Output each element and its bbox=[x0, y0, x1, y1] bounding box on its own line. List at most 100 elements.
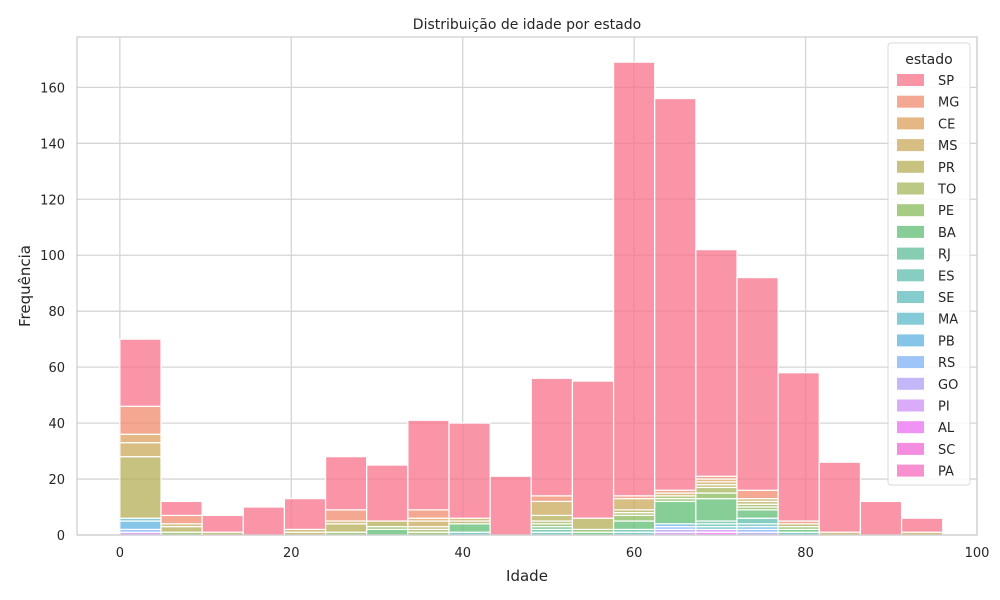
bar-segment-mg bbox=[160, 514, 203, 525]
legend-label-sc: SC bbox=[938, 443, 955, 458]
bar-segment-sp bbox=[201, 514, 244, 533]
legend-label-se: SE bbox=[938, 291, 954, 306]
y-tick-label: 120 bbox=[40, 193, 65, 208]
x-tick-label: 0 bbox=[116, 546, 124, 561]
bar-segment-ba bbox=[366, 528, 409, 536]
bar-segment-sp bbox=[366, 464, 409, 522]
bar-segment-ms bbox=[530, 500, 574, 517]
legend-swatch-pi bbox=[897, 399, 924, 412]
legend-swatch-se bbox=[897, 291, 924, 303]
bar-segment-sp bbox=[654, 97, 697, 491]
chart-title: Distribuição de idade por estado bbox=[413, 17, 641, 33]
bar-segment-sp bbox=[489, 475, 532, 536]
y-axis-label: Frequência bbox=[16, 245, 34, 327]
bar-segment-pr bbox=[119, 456, 162, 519]
bars-group bbox=[119, 61, 944, 536]
bar-segment-sp bbox=[900, 517, 944, 533]
legend-label-pe: PE bbox=[938, 204, 954, 219]
bar-segment-mg bbox=[530, 495, 574, 503]
bar-segment-es bbox=[736, 517, 779, 525]
legend-swatch-pr bbox=[897, 160, 924, 173]
y-tick-label: 140 bbox=[40, 137, 65, 152]
bar-segment-sp bbox=[818, 461, 862, 533]
legend-title: estado bbox=[905, 52, 952, 68]
legend-label-pr: PR bbox=[938, 161, 955, 176]
bar-segment-sp bbox=[695, 249, 738, 477]
bar-segment-ba bbox=[736, 509, 779, 519]
plot-background bbox=[77, 37, 977, 535]
legend-swatch-pe bbox=[897, 204, 924, 217]
legend-swatch-sc bbox=[897, 442, 924, 455]
tick-labels: 0 20 40 60 80 100 0 20 40 60 80 100 120 140 160 bbox=[40, 81, 989, 561]
x-axis-label: Idade bbox=[506, 567, 548, 585]
y-tick-label: 0 bbox=[57, 529, 65, 544]
legend-label-rs: RS bbox=[938, 356, 955, 371]
bar-segment-pe bbox=[612, 514, 656, 522]
legend-items: SP MG CE MS PR TO PE BA RJ ES SE MA PB RS GO PI AL SC PA bbox=[897, 74, 959, 480]
bar-segment-pe bbox=[695, 492, 738, 500]
grid-lines bbox=[77, 37, 978, 536]
legend-label-sp: SP bbox=[938, 74, 954, 89]
y-tick-label: 80 bbox=[48, 305, 65, 320]
legend-swatch-rs bbox=[897, 356, 924, 369]
bar-segment-ba bbox=[448, 523, 491, 533]
bar-segment-ms bbox=[407, 520, 450, 528]
bar-segment-ms bbox=[612, 498, 656, 511]
x-tick-label: 80 bbox=[797, 546, 814, 561]
legend-label-to: TO bbox=[937, 183, 956, 198]
bar-segment-ba bbox=[695, 498, 738, 522]
legend-label-pb: PB bbox=[938, 334, 955, 349]
bar-segment-sp bbox=[119, 338, 162, 407]
y-tick-label: 100 bbox=[40, 249, 65, 264]
y-tick-label: 40 bbox=[48, 417, 65, 432]
y-tick-label: 20 bbox=[48, 473, 65, 488]
legend-swatch-rj bbox=[897, 247, 924, 260]
x-tick-label: 40 bbox=[454, 546, 471, 561]
legend-label-go: GO bbox=[938, 378, 958, 393]
bar-segment-ce bbox=[119, 433, 162, 444]
bar-segment-pr bbox=[160, 526, 203, 533]
legend-label-rj: RJ bbox=[938, 248, 951, 263]
bar-segment-pr bbox=[324, 523, 368, 533]
plot-frame bbox=[76, 36, 978, 536]
bar-segment-sp bbox=[407, 419, 450, 511]
bar-segment-sp bbox=[859, 500, 903, 536]
bar-segment-sp bbox=[448, 422, 491, 519]
legend-label-es: ES bbox=[938, 269, 954, 284]
legend-label-ma: MA bbox=[938, 313, 958, 328]
bar-segment-sp bbox=[530, 377, 574, 497]
legend-label-ce: CE bbox=[938, 117, 955, 132]
legend-swatch-ba bbox=[897, 225, 924, 238]
bar-segment-mg bbox=[119, 405, 162, 435]
bar-segment-ms bbox=[119, 442, 162, 458]
bar-segment-sp bbox=[736, 277, 779, 491]
legend-swatch-es bbox=[897, 269, 924, 282]
x-tick-label: 60 bbox=[626, 546, 643, 561]
legend-swatch-sp bbox=[897, 74, 924, 86]
legend-swatch-ma bbox=[897, 312, 924, 325]
bar-segment-sp bbox=[242, 506, 286, 536]
bar-segment-to bbox=[695, 486, 738, 494]
bar-segment-sp bbox=[777, 372, 820, 522]
legend-box bbox=[887, 42, 971, 486]
legend-label-ms: MS bbox=[938, 139, 957, 154]
bar-segment-pr bbox=[366, 520, 409, 528]
bar-segment-mg bbox=[407, 509, 450, 519]
bar-segment-sp bbox=[283, 498, 327, 531]
legend-swatch-ms bbox=[897, 139, 924, 152]
legend: estado SP MG CE MS PR TO PE BA RJ ES SE MA PB RS GO PI A… bbox=[887, 42, 971, 486]
legend-swatch-al bbox=[897, 421, 924, 434]
legend-label-al: AL bbox=[938, 421, 955, 436]
bar-segment-sp bbox=[612, 61, 656, 497]
bar-segment-ba bbox=[612, 520, 656, 531]
legend-label-mg: MG bbox=[938, 96, 959, 111]
bar-segment-pr bbox=[530, 514, 574, 522]
legend-swatch-ce bbox=[897, 117, 924, 130]
legend-swatch-to bbox=[897, 182, 924, 195]
legend-swatch-mg bbox=[897, 95, 924, 108]
bar-segment-pr bbox=[571, 517, 615, 531]
bar-segment-ba bbox=[654, 500, 697, 525]
legend-swatch-go bbox=[897, 377, 924, 390]
bar-segment-pb bbox=[119, 520, 162, 531]
